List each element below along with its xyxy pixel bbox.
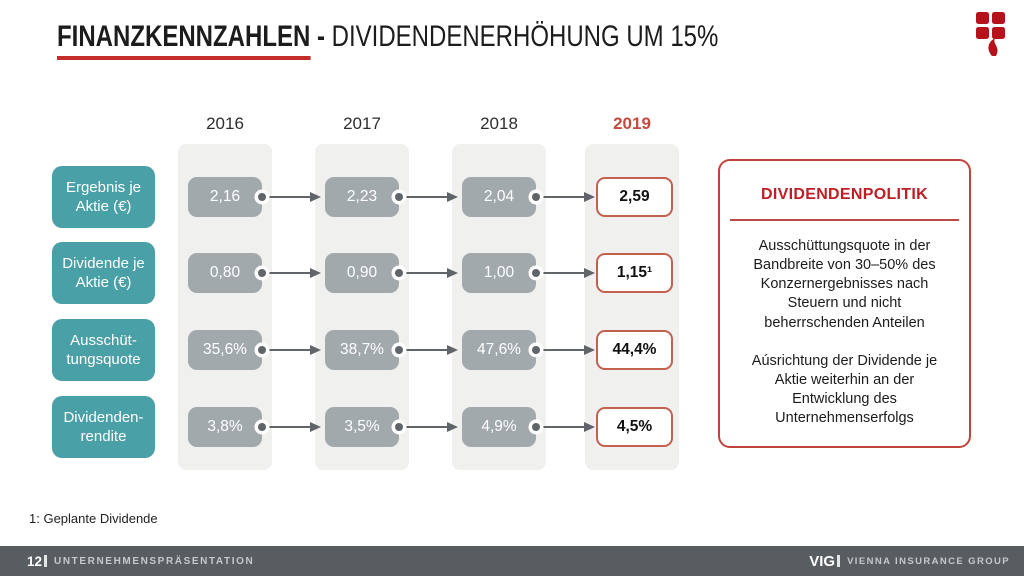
vig-logo-icon — [976, 12, 1005, 56]
value-box: 2,04 — [462, 177, 536, 217]
trend-arrow-icon — [254, 419, 321, 435]
trend-arrow-icon — [254, 342, 321, 358]
value-box: 38,7% — [325, 330, 399, 370]
title-keyword: FINANZKENNZAHLEN — [57, 20, 311, 60]
value-box: 47,6% — [462, 330, 536, 370]
dividend-policy-box: DIVIDENDENPOLITIK Ausschüttungsquote in … — [718, 159, 971, 448]
value-box: 4,9% — [462, 407, 536, 447]
footer-bar: 12 UNTERNEHMENSPRÄSENTATION VIG VIENNA I… — [0, 546, 1024, 576]
final-value-box: 4,5% — [596, 407, 673, 447]
trend-arrow-icon — [254, 189, 321, 205]
value-box: 2,23 — [325, 177, 399, 217]
trend-arrow-icon — [528, 419, 595, 435]
trend-arrow-icon — [528, 265, 595, 281]
policy-paragraph-2: Aúsrichtung der Dividende je Aktie weite… — [751, 352, 938, 426]
trend-arrow-icon — [391, 342, 458, 358]
row-label-ergebnis-je-aktie: Ergebnis je Aktie (€) — [52, 166, 155, 228]
value-box: 3,5% — [325, 407, 399, 447]
footer-right: VIG VIENNA INSURANCE GROUP — [809, 553, 1010, 570]
title-subtitle: DIVIDENDENERHÖHUNG UM 15% — [331, 20, 719, 53]
value-box: 1,00 — [462, 253, 536, 293]
final-value-box: 44,4% — [596, 330, 673, 370]
value-box: 0,90 — [325, 253, 399, 293]
footer-separator — [837, 555, 841, 567]
year-header-2019: 2019 — [613, 114, 651, 133]
value-box: 0,80 — [188, 253, 262, 293]
trend-arrow-icon — [528, 342, 595, 358]
year-header-2018: 2018 — [480, 114, 518, 133]
row-label-dividende-je-aktie: Dividende je Aktie (€) — [52, 242, 155, 304]
brand-subtitle: VIENNA INSURANCE GROUP — [847, 555, 1010, 567]
brand-name: VIG — [809, 552, 836, 570]
page-number: 12 — [27, 553, 43, 569]
trend-arrow-icon — [391, 265, 458, 281]
trend-arrow-icon — [254, 265, 321, 281]
value-box: 35,6% — [188, 330, 262, 370]
trend-arrow-icon — [391, 189, 458, 205]
presentation-label: UNTERNEHMENSPRÄSENTATION — [54, 555, 255, 567]
trend-arrow-icon — [528, 189, 595, 205]
row-label-ausschuettungsquote: Ausschüt- tungsquote — [52, 319, 155, 381]
final-value-box: 2,59 — [596, 177, 673, 217]
footnote: 1: Geplante Dividende — [29, 511, 158, 526]
slide-title: FINANZKENNZAHLEN - DIVIDENDENERHÖHUNG UM… — [57, 20, 719, 60]
policy-paragraph-1: Ausschüttungsquote in der Bandbreite von… — [753, 238, 936, 331]
trend-arrow-icon — [391, 419, 458, 435]
value-box: 2,16 — [188, 177, 262, 217]
policy-divider — [730, 219, 959, 221]
policy-title: DIVIDENDENPOLITIK — [761, 186, 928, 203]
footer-separator — [44, 555, 48, 567]
year-header-2016: 2016 — [206, 114, 244, 133]
value-box: 3,8% — [188, 407, 262, 447]
title-separator: - — [310, 20, 332, 53]
row-label-dividendenrendite: Dividenden- rendite — [52, 396, 155, 458]
final-value-box: 1,15¹ — [596, 253, 673, 293]
year-header-2017: 2017 — [343, 114, 381, 133]
footer-left: 12 UNTERNEHMENSPRÄSENTATION — [27, 554, 254, 569]
